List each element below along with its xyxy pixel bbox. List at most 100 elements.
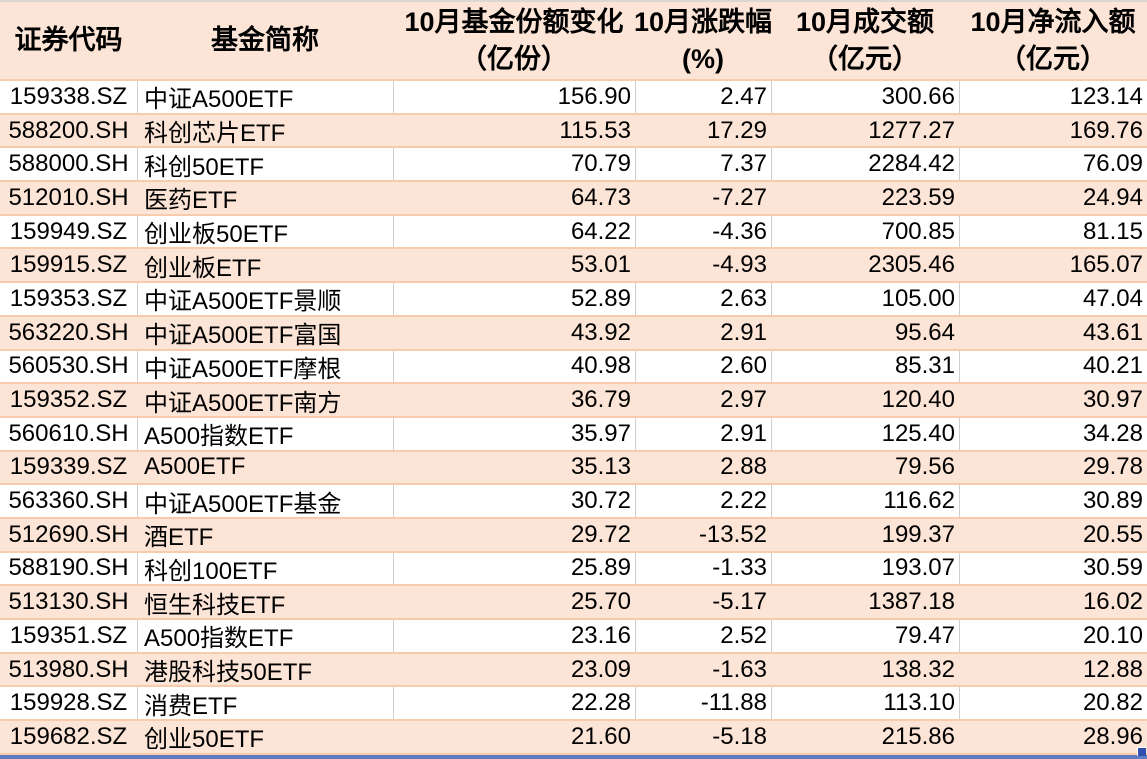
cell-turnover[interactable]: 138.32 [881, 655, 955, 683]
cell-code[interactable]: 588190.SH [8, 554, 129, 582]
cell-net-inflow[interactable]: 20.82 [959, 687, 1147, 720]
cell-share-change[interactable]: 35.13 [570, 453, 631, 481]
cell-fund-name[interactable]: A500指数ETF [137, 417, 393, 450]
cell-code[interactable]: 560610.SH [8, 419, 129, 447]
cell-share-change[interactable]: 23.16 [393, 620, 635, 652]
cell-share-change[interactable]: 35.97 [393, 417, 635, 450]
cell-fund-name[interactable]: A500ETF [144, 453, 246, 481]
cell-net-inflow[interactable]: 20.10 [959, 620, 1147, 652]
cell-turnover[interactable]: 125.40 [771, 417, 959, 450]
cell-fund-name[interactable]: 中证A500ETF景顺 [137, 283, 393, 315]
cell-turnover[interactable]: 85.31 [771, 350, 959, 383]
cell-net-inflow[interactable]: 76.09 [959, 148, 1147, 181]
cell-turnover[interactable]: 1387.18 [868, 588, 955, 616]
cell-fund-name[interactable]: 中证A500ETF基金 [137, 485, 393, 517]
cell-turnover[interactable]: 120.40 [881, 386, 955, 414]
header-code[interactable]: 证券代码 [0, 2, 137, 79]
cell-code[interactable]: 563220.SH [8, 318, 129, 346]
cell-fund-name[interactable]: 创业50ETF [144, 726, 265, 753]
cell-share-change[interactable]: 25.70 [570, 588, 631, 616]
cell-net-inflow[interactable]: 47.04 [959, 283, 1147, 315]
cell-fund-name[interactable]: 恒生科技ETF [144, 591, 286, 618]
cell-net-inflow[interactable]: 81.15 [959, 215, 1147, 248]
cell-turnover[interactable]: 113.10 [771, 687, 959, 720]
cell-turnover[interactable]: 105.00 [771, 283, 959, 315]
cell-pct-change[interactable]: 2.22 [635, 485, 771, 517]
cell-code[interactable]: 159339.SZ [9, 453, 128, 481]
cell-turnover[interactable]: 700.85 [771, 215, 959, 248]
cell-turnover[interactable]: 300.66 [771, 81, 959, 113]
cell-net-inflow[interactable]: 20.55 [1082, 520, 1143, 548]
cell-code[interactable]: 159353.SZ [9, 284, 128, 312]
cell-turnover[interactable]: 79.47 [771, 620, 959, 652]
cell-net-inflow[interactable]: 43.61 [1082, 318, 1143, 346]
cell-share-change[interactable]: 40.98 [393, 350, 635, 383]
cell-pct-change[interactable]: -5.18 [712, 722, 767, 750]
cell-net-inflow[interactable]: 24.94 [1082, 183, 1143, 211]
cell-net-inflow[interactable]: 30.97 [1082, 386, 1143, 414]
cell-code[interactable]: 560530.SH [8, 352, 129, 380]
cell-fund-name[interactable]: 中证A500ETF摩根 [137, 350, 393, 383]
cell-pct-change[interactable]: -1.63 [712, 655, 767, 683]
cell-fund-name[interactable]: 中证A500ETF富国 [144, 322, 342, 349]
cell-turnover[interactable]: 215.86 [881, 722, 955, 750]
cell-fund-name[interactable]: 酒ETF [144, 524, 214, 551]
cell-fund-name[interactable]: 创业板ETF [144, 254, 262, 282]
header-net-inflow[interactable]: 10月净流入额 （亿元） [959, 2, 1147, 79]
cell-share-change[interactable]: 115.53 [559, 116, 631, 144]
cell-pct-change[interactable]: 17.29 [706, 116, 767, 144]
cell-code[interactable]: 512010.SH [8, 183, 129, 211]
cell-net-inflow[interactable]: 165.07 [1069, 251, 1143, 279]
cell-share-change[interactable]: 64.22 [393, 215, 635, 248]
header-fund-name[interactable]: 基金简称 [137, 2, 393, 79]
cell-share-change[interactable]: 29.72 [570, 520, 631, 548]
cell-fund-name[interactable]: 科创100ETF [137, 552, 393, 585]
cell-share-change[interactable]: 30.72 [393, 485, 635, 517]
cell-pct-change[interactable]: 2.63 [635, 283, 771, 315]
header-share-change[interactable]: 10月基金份额变化 （亿份） [393, 2, 635, 79]
cell-turnover[interactable]: 79.56 [894, 453, 955, 481]
cell-share-change[interactable]: 53.01 [570, 251, 631, 279]
cell-pct-change[interactable]: 2.52 [635, 620, 771, 652]
cell-code[interactable]: 159351.SZ [9, 621, 128, 649]
cell-pct-change[interactable]: 2.91 [720, 318, 767, 346]
cell-pct-change[interactable]: -5.17 [712, 588, 767, 616]
cell-fund-name[interactable]: 科创50ETF [137, 148, 393, 181]
cell-share-change[interactable]: 156.90 [393, 81, 635, 113]
cell-share-change[interactable]: 70.79 [393, 148, 635, 181]
cell-turnover[interactable]: 2284.42 [771, 148, 959, 181]
cell-share-change[interactable]: 36.79 [570, 386, 631, 414]
cell-code[interactable]: 563360.SH [8, 487, 129, 515]
header-pct-change[interactable]: 10月涨跌幅 (%) [634, 2, 772, 79]
cell-code[interactable]: 513130.SH [8, 588, 129, 616]
cell-net-inflow[interactable]: 169.76 [1069, 116, 1143, 144]
cell-fund-name[interactable]: 医药ETF [144, 187, 238, 214]
cell-code[interactable]: 159338.SZ [9, 82, 128, 110]
cell-code[interactable]: 512690.SH [8, 520, 129, 548]
cell-pct-change[interactable]: -1.33 [635, 552, 771, 585]
cell-code[interactable]: 588200.SH [8, 116, 129, 144]
cell-fund-name[interactable]: 港股科技50ETF [144, 659, 313, 686]
cell-code[interactable]: 159928.SZ [9, 689, 128, 717]
cell-share-change[interactable]: 25.89 [393, 552, 635, 585]
cell-pct-change[interactable]: -4.93 [712, 251, 767, 279]
cell-turnover[interactable]: 199.37 [881, 520, 955, 548]
cell-pct-change[interactable]: 2.88 [720, 453, 767, 481]
cell-pct-change[interactable]: -13.52 [698, 520, 767, 548]
cell-net-inflow[interactable]: 29.78 [1082, 453, 1143, 481]
cell-fund-name[interactable]: A500指数ETF [137, 620, 393, 652]
cell-share-change[interactable]: 64.73 [570, 183, 631, 211]
cell-turnover[interactable]: 116.62 [771, 485, 959, 517]
cell-code[interactable]: 588000.SH [8, 150, 129, 178]
cell-turnover[interactable]: 193.07 [771, 552, 959, 585]
cell-net-inflow[interactable]: 30.59 [959, 552, 1147, 585]
cell-turnover[interactable]: 2305.46 [868, 251, 955, 279]
cell-pct-change[interactable]: 2.60 [635, 350, 771, 383]
cell-turnover[interactable]: 1277.27 [868, 116, 955, 144]
fill-handle-icon[interactable] [1137, 747, 1146, 756]
cell-pct-change[interactable]: 2.97 [720, 386, 767, 414]
cell-share-change[interactable]: 22.28 [393, 687, 635, 720]
cell-pct-change[interactable]: 7.37 [635, 148, 771, 181]
cell-share-change[interactable]: 52.89 [393, 283, 635, 315]
cell-pct-change[interactable]: -11.88 [635, 687, 771, 720]
